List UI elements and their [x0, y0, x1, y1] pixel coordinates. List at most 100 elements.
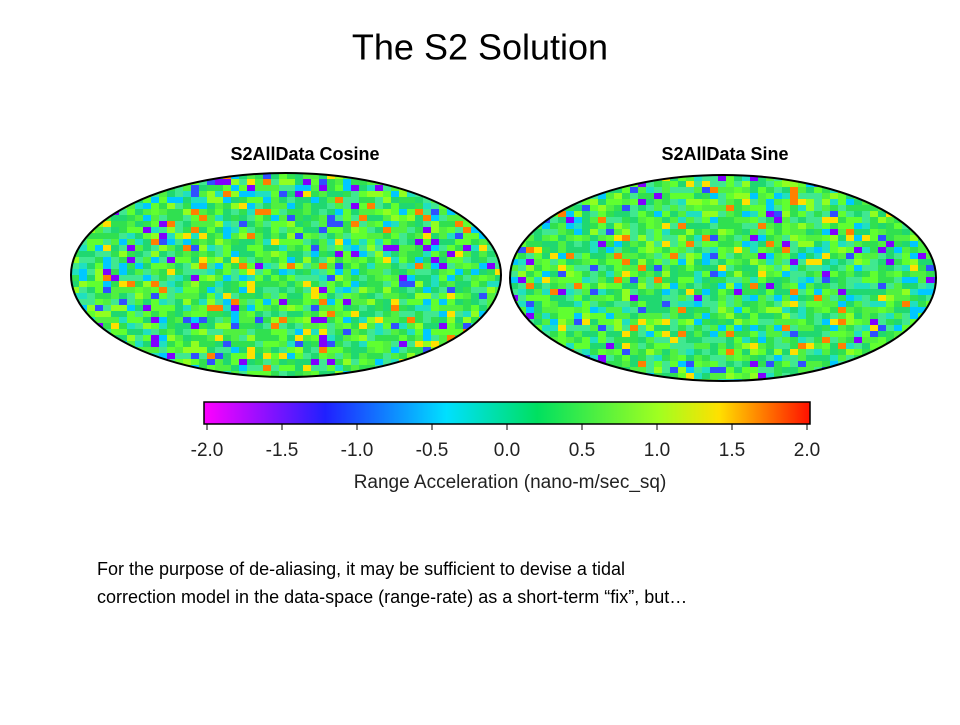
map-cell — [183, 305, 192, 312]
map-cell — [894, 373, 903, 380]
map-cell — [119, 191, 128, 198]
map-cell — [327, 221, 336, 228]
map-cell — [287, 371, 296, 377]
map-cell — [934, 247, 936, 254]
map-cell — [183, 215, 192, 222]
map-cell — [750, 193, 759, 200]
map-cell — [630, 283, 639, 290]
map-cell — [926, 229, 935, 236]
map-cell — [838, 259, 847, 266]
map-cell — [255, 203, 264, 210]
map-cell — [207, 281, 216, 288]
map-cell — [566, 283, 575, 290]
map-cell — [582, 295, 591, 302]
map-cell — [239, 233, 248, 240]
map-cell — [518, 367, 527, 374]
map-cell — [606, 217, 615, 224]
map-cell — [95, 311, 104, 318]
map-cell — [934, 301, 936, 308]
map-cell — [87, 323, 96, 330]
map-cell — [886, 373, 895, 380]
map-cell — [159, 263, 168, 270]
map-cell — [662, 343, 671, 350]
map-cell — [111, 293, 120, 300]
map-cell — [279, 227, 288, 234]
map-cell — [766, 253, 775, 260]
map-cell — [151, 269, 160, 276]
map-cell — [558, 337, 567, 344]
map-cell — [630, 319, 639, 326]
map-cell — [375, 257, 384, 264]
map-cell — [694, 247, 703, 254]
map-cell — [910, 259, 919, 266]
map-cell — [718, 205, 727, 212]
map-cell — [407, 275, 416, 282]
map-cell — [423, 305, 432, 312]
map-cell — [119, 329, 128, 336]
map-cell — [694, 241, 703, 248]
map-cell — [335, 185, 344, 192]
map-cell — [239, 179, 248, 186]
map-cell — [934, 193, 936, 200]
map-cell — [534, 361, 543, 368]
map-cell — [271, 173, 280, 180]
map-cell — [814, 373, 823, 380]
map-cell — [582, 229, 591, 236]
map-cell — [894, 361, 903, 368]
map-cell — [223, 365, 232, 372]
map-cell — [686, 295, 695, 302]
map-cell — [255, 359, 264, 366]
map-cell — [167, 245, 176, 252]
map-cell — [686, 265, 695, 272]
map-cell — [359, 311, 368, 318]
map-cell — [87, 305, 96, 312]
map-cell — [630, 241, 639, 248]
map-cell — [215, 185, 224, 192]
map-cell — [127, 371, 136, 377]
map-cell — [670, 295, 679, 302]
map-cell — [750, 349, 759, 356]
map-cell — [654, 367, 663, 374]
map-cell — [878, 325, 887, 332]
map-cell — [846, 229, 855, 236]
map-cell — [790, 325, 799, 332]
map-cell — [127, 287, 136, 294]
map-cell — [886, 247, 895, 254]
map-cell — [550, 355, 559, 362]
map-cell — [878, 361, 887, 368]
map-cell — [774, 217, 783, 224]
map-cell — [239, 335, 248, 342]
map-cell — [303, 365, 312, 372]
map-cell — [518, 283, 527, 290]
map-cell — [495, 209, 501, 216]
map-cell — [95, 203, 104, 210]
map-cell — [910, 337, 919, 344]
map-cell — [191, 173, 200, 180]
map-cell — [638, 355, 647, 362]
map-cell — [534, 295, 543, 302]
map-cell — [910, 343, 919, 350]
map-cell — [862, 295, 871, 302]
map-cell — [614, 325, 623, 332]
map-cell — [95, 359, 104, 366]
map-cell — [854, 175, 863, 182]
map-cell — [886, 181, 895, 188]
map-cell — [447, 293, 456, 300]
map-cell — [742, 307, 751, 314]
map-cell — [558, 271, 567, 278]
map-cell — [862, 379, 871, 381]
map-cell — [622, 319, 631, 326]
map-cell — [686, 211, 695, 218]
map-cell — [463, 275, 472, 282]
map-cell — [926, 349, 935, 356]
map-cell — [495, 311, 501, 318]
map-cell — [798, 223, 807, 230]
map-cell — [558, 289, 567, 296]
map-cell — [670, 187, 679, 194]
map-cell — [646, 187, 655, 194]
map-cell — [558, 211, 567, 218]
map-cell — [710, 355, 719, 362]
map-cell — [239, 305, 248, 312]
map-cell — [255, 323, 264, 330]
map-cell — [838, 235, 847, 242]
